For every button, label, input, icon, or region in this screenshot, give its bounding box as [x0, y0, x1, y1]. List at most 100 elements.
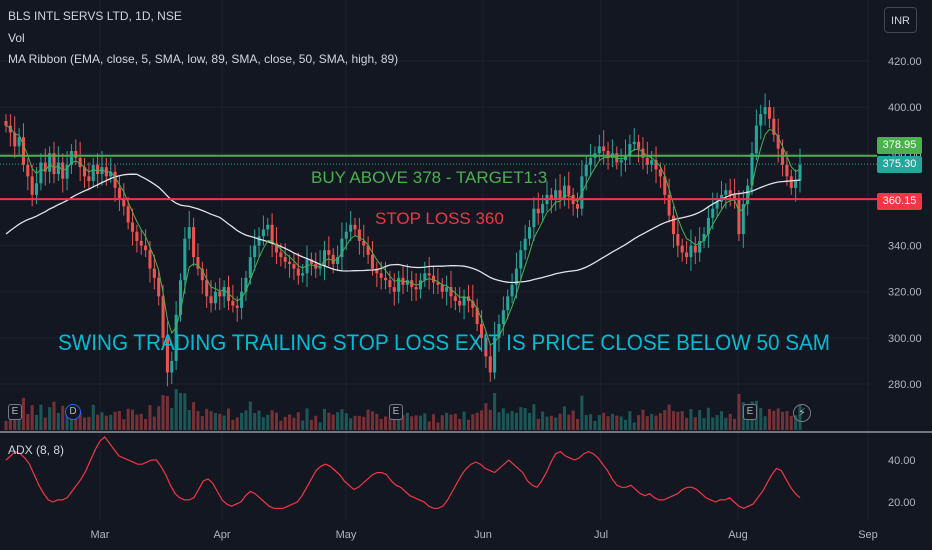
currency-button[interactable]: INR: [884, 7, 917, 33]
volume-bar: [702, 418, 706, 430]
volume-bar: [650, 413, 654, 430]
volume-bar: [336, 412, 340, 430]
volume-bar: [763, 416, 767, 430]
volume-bar: [715, 415, 719, 430]
candle-body: [501, 310, 505, 325]
time-axis[interactable]: Mar Apr May Jun Jul Aug Sep: [91, 529, 878, 541]
symbol-title[interactable]: BLS INTL SERVS LTD, 1D, NSE: [8, 9, 182, 23]
volume-bar: [789, 416, 793, 430]
volume-bar: [532, 404, 536, 430]
volume-bar: [689, 409, 693, 430]
volume-bar: [458, 418, 462, 430]
volume-bar: [510, 411, 514, 430]
candle-body: [349, 224, 353, 232]
candle-body: [340, 238, 344, 258]
candle-body: [17, 137, 21, 147]
volume-bar: [567, 414, 571, 430]
candle-body: [562, 185, 566, 200]
candle-body: [56, 162, 60, 175]
candle-body: [650, 160, 654, 165]
candle-body: [432, 275, 436, 283]
price-tick-label: 280.00: [888, 379, 922, 391]
candle-body: [641, 148, 645, 158]
volume-bar: [257, 410, 261, 430]
candle-body: [746, 185, 750, 205]
volume-bar: [135, 414, 139, 430]
candle-body: [440, 284, 444, 292]
vol-legend[interactable]: Vol: [8, 31, 25, 45]
volume-bar: [165, 396, 169, 430]
candle-body: [87, 176, 91, 181]
candle-body: [213, 291, 217, 304]
volume-bar: [279, 420, 283, 430]
candle-body: [397, 277, 401, 292]
earnings-marker[interactable]: E: [8, 404, 22, 420]
candle-body: [759, 114, 763, 126]
volume-bar: [693, 417, 697, 430]
candle-body: [144, 245, 148, 251]
volume-bar: [43, 417, 47, 430]
candle-body: [327, 250, 331, 255]
volume-bar: [344, 413, 348, 430]
candle-body: [240, 291, 244, 308]
volume-bar: [235, 417, 239, 430]
grid-lines: [0, 0, 870, 520]
volume-bar: [767, 409, 771, 430]
candle-body: [91, 164, 95, 181]
horizontal-lines[interactable]: [0, 154, 877, 201]
volume-bar: [519, 407, 523, 430]
volume-bar: [244, 410, 248, 430]
earnings-marker[interactable]: E: [743, 404, 757, 420]
candle-body: [209, 296, 213, 304]
price-tag-buy: 378.95: [877, 137, 922, 154]
volume-bar: [305, 408, 309, 430]
volume-bar: [506, 413, 510, 430]
volume-bar: [148, 405, 152, 430]
candle-body: [654, 160, 658, 170]
candle-body: [737, 199, 741, 235]
candle-body: [366, 245, 370, 255]
candle-body: [767, 107, 771, 119]
candle-body: [13, 132, 17, 147]
candle-body: [663, 176, 667, 195]
candle-body: [471, 300, 475, 308]
ma-ribbon-legend[interactable]: MA Ribbon (EMA, close, 5, SMA, low, 89, …: [8, 52, 399, 66]
dividend-marker[interactable]: D: [65, 404, 81, 420]
volume-bar: [488, 409, 492, 430]
volume-bar: [475, 412, 479, 430]
price-axis[interactable]: 420.00400.00380.00360.00340.00320.00300.…: [888, 56, 922, 391]
candle-body: [283, 257, 287, 262]
time-tick-label: Mar: [91, 529, 110, 541]
volume-bar: [549, 415, 553, 430]
volume-bar: [366, 409, 370, 430]
price-tag-last: 375.30: [877, 156, 922, 173]
candle-body: [152, 268, 156, 278]
candle-body: [357, 229, 361, 241]
candle-body: [43, 162, 47, 172]
adx-legend[interactable]: ADX (8, 8): [8, 443, 65, 457]
candle-body: [567, 185, 571, 195]
volume-bar: [776, 408, 780, 430]
candle-body: [157, 277, 161, 297]
volume-bar: [685, 417, 689, 430]
candle-body: [296, 268, 300, 276]
price-tag-stop: 360.15: [877, 193, 922, 210]
earnings-marker[interactable]: E: [389, 404, 403, 420]
candle-body: [689, 245, 693, 258]
volume-bar: [39, 404, 43, 430]
candle-body: [8, 125, 12, 133]
volume-bar: [628, 411, 632, 430]
volume-bar: [209, 411, 213, 430]
volume-bars: [4, 389, 802, 430]
flash-icon[interactable]: ⚡: [793, 404, 811, 422]
volume-bar: [117, 411, 121, 430]
candle-body: [231, 300, 235, 306]
volume-bar: [4, 420, 8, 430]
volume-bar: [48, 407, 52, 430]
candle-body: [698, 240, 702, 253]
candle-body: [200, 268, 204, 281]
candle-body: [30, 176, 34, 195]
candle-body: [353, 224, 357, 230]
candle-body: [130, 222, 135, 232]
